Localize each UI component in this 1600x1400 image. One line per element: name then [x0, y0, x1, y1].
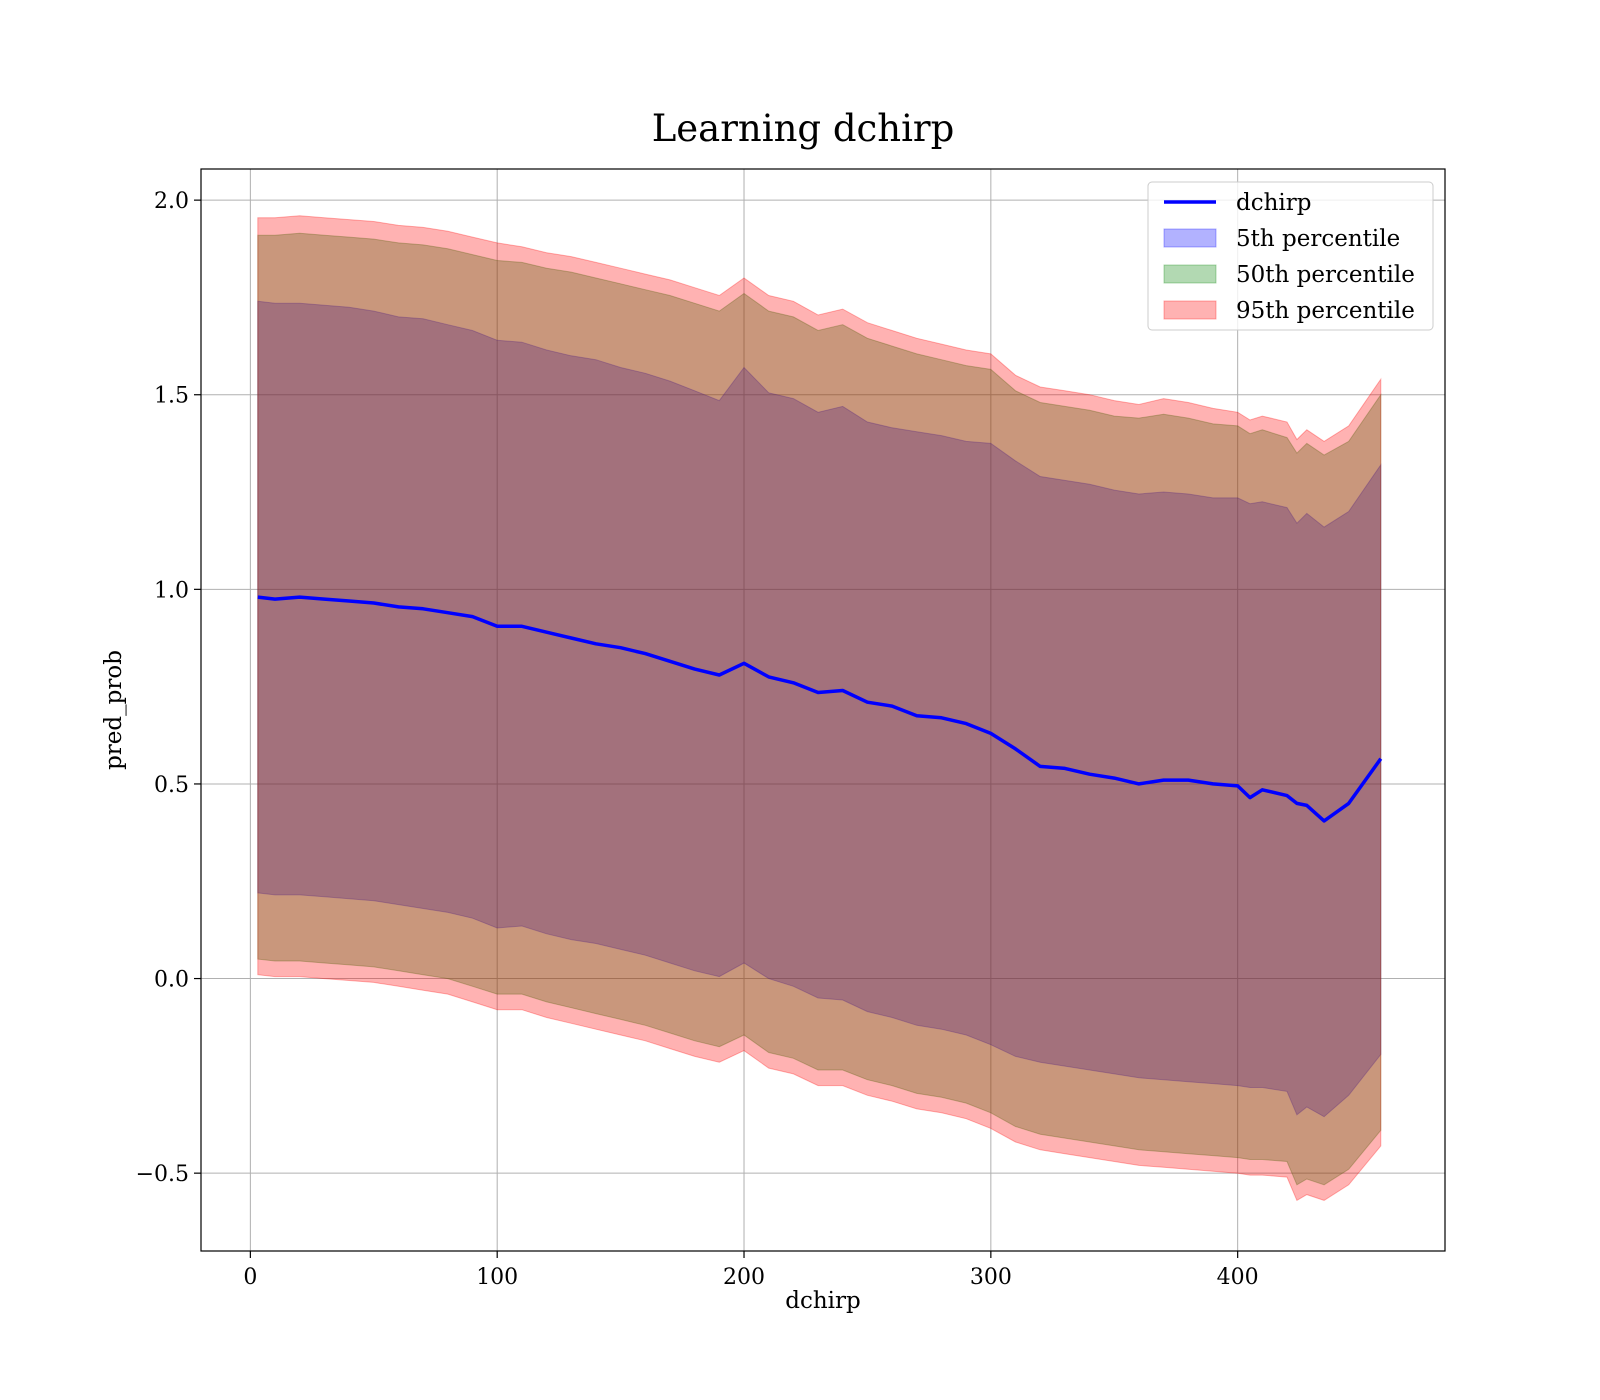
legend-label-5th-percentile: 5th percentile — [1236, 226, 1400, 252]
y-tick-label: −0.5 — [136, 1162, 189, 1187]
y-axis-label: pred_prob — [101, 650, 127, 770]
x-axis-label: dchirp — [785, 1288, 861, 1314]
y-tick-label: 1.0 — [154, 578, 189, 603]
band-95th-percentile — [257, 215, 1382, 1202]
y-axis-ticks: −0.5 0.0 0.5 1.0 1.5 2.0 — [136, 189, 201, 1187]
y-tick-label: 0.5 — [154, 773, 189, 798]
y-tick-label: 0.0 — [154, 968, 189, 993]
legend-swatch-5th-percentile — [1163, 228, 1217, 248]
x-tick-label: 100 — [476, 1265, 518, 1290]
x-tick-label: 200 — [723, 1265, 765, 1290]
legend-label-50th-percentile: 50th percentile — [1236, 262, 1415, 288]
legend-swatch-50th-percentile — [1163, 264, 1217, 284]
legend-box — [1147, 181, 1434, 331]
y-tick-label: 2.0 — [154, 189, 189, 214]
chart-title: Learning dchirp — [652, 107, 955, 150]
x-tick-label: 0 — [243, 1265, 257, 1290]
band-5th-percentile — [257, 300, 1382, 1118]
legend-swatch-95th-percentile — [1163, 300, 1217, 320]
plot-frame — [200, 168, 1446, 1252]
series-lines — [257, 595, 1383, 823]
x-tick-label: 300 — [970, 1265, 1012, 1290]
x-tick-label: 400 — [1217, 1265, 1259, 1290]
y-tick-label: 1.5 — [154, 384, 189, 409]
legend: dchirp 5th percentile 50th percentile 95th … — [1147, 181, 1434, 331]
x-axis-ticks: 0 100 200 300 400 — [243, 1251, 1259, 1290]
legend-label-dchirp: dchirp — [1236, 190, 1312, 216]
line-dchirp — [257, 595, 1383, 823]
legend-label-95th-percentile: 95th percentile — [1236, 298, 1415, 324]
percentile-bands — [257, 215, 1382, 1202]
band-50th-percentile — [257, 232, 1382, 1186]
